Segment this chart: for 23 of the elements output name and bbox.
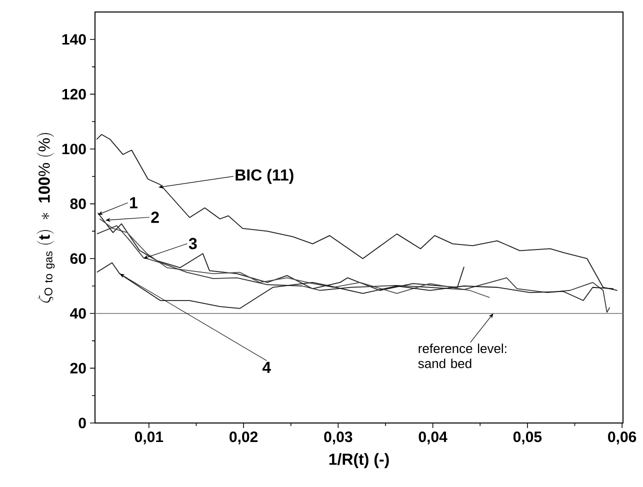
y-tick-label: 80 (70, 198, 86, 210)
x-tick-label: 0,03 (324, 432, 352, 444)
x-tick-label: 0,02 (230, 432, 258, 444)
x-tick-label: 0,05 (513, 432, 542, 444)
y-tick-label: 60 (70, 253, 86, 264)
y-axis-title: $\zeta_{\mathrm{O\ to\ gas}}\ \mathbf{(t)\ *\ 100\%\ (\%)}$ (36, 133, 55, 303)
x-tick-label: 0,04 (418, 432, 448, 444)
annotation: 3 (188, 238, 197, 250)
annotation: 4 (262, 362, 271, 373)
x-tick-label: 0,01 (134, 432, 164, 444)
y-tick-label: 120 (62, 88, 86, 100)
annotation: reference level: sand bed (418, 344, 506, 368)
line-series (96, 225, 610, 313)
x-tick-label: 0,06 (608, 432, 636, 444)
y-tick-label: 0 (78, 418, 86, 428)
y-tick-label: 100 (62, 144, 86, 154)
annotation: 2 (151, 212, 159, 223)
x-axis-title: 1/R(t) (-) (329, 453, 389, 468)
annotation: BIC (11) (236, 168, 294, 184)
y-tick-label: 140 (62, 34, 86, 45)
y-tick-label: 20 (70, 362, 86, 374)
annotation: 1 (130, 197, 138, 208)
y-tick-label: 40 (70, 308, 86, 319)
